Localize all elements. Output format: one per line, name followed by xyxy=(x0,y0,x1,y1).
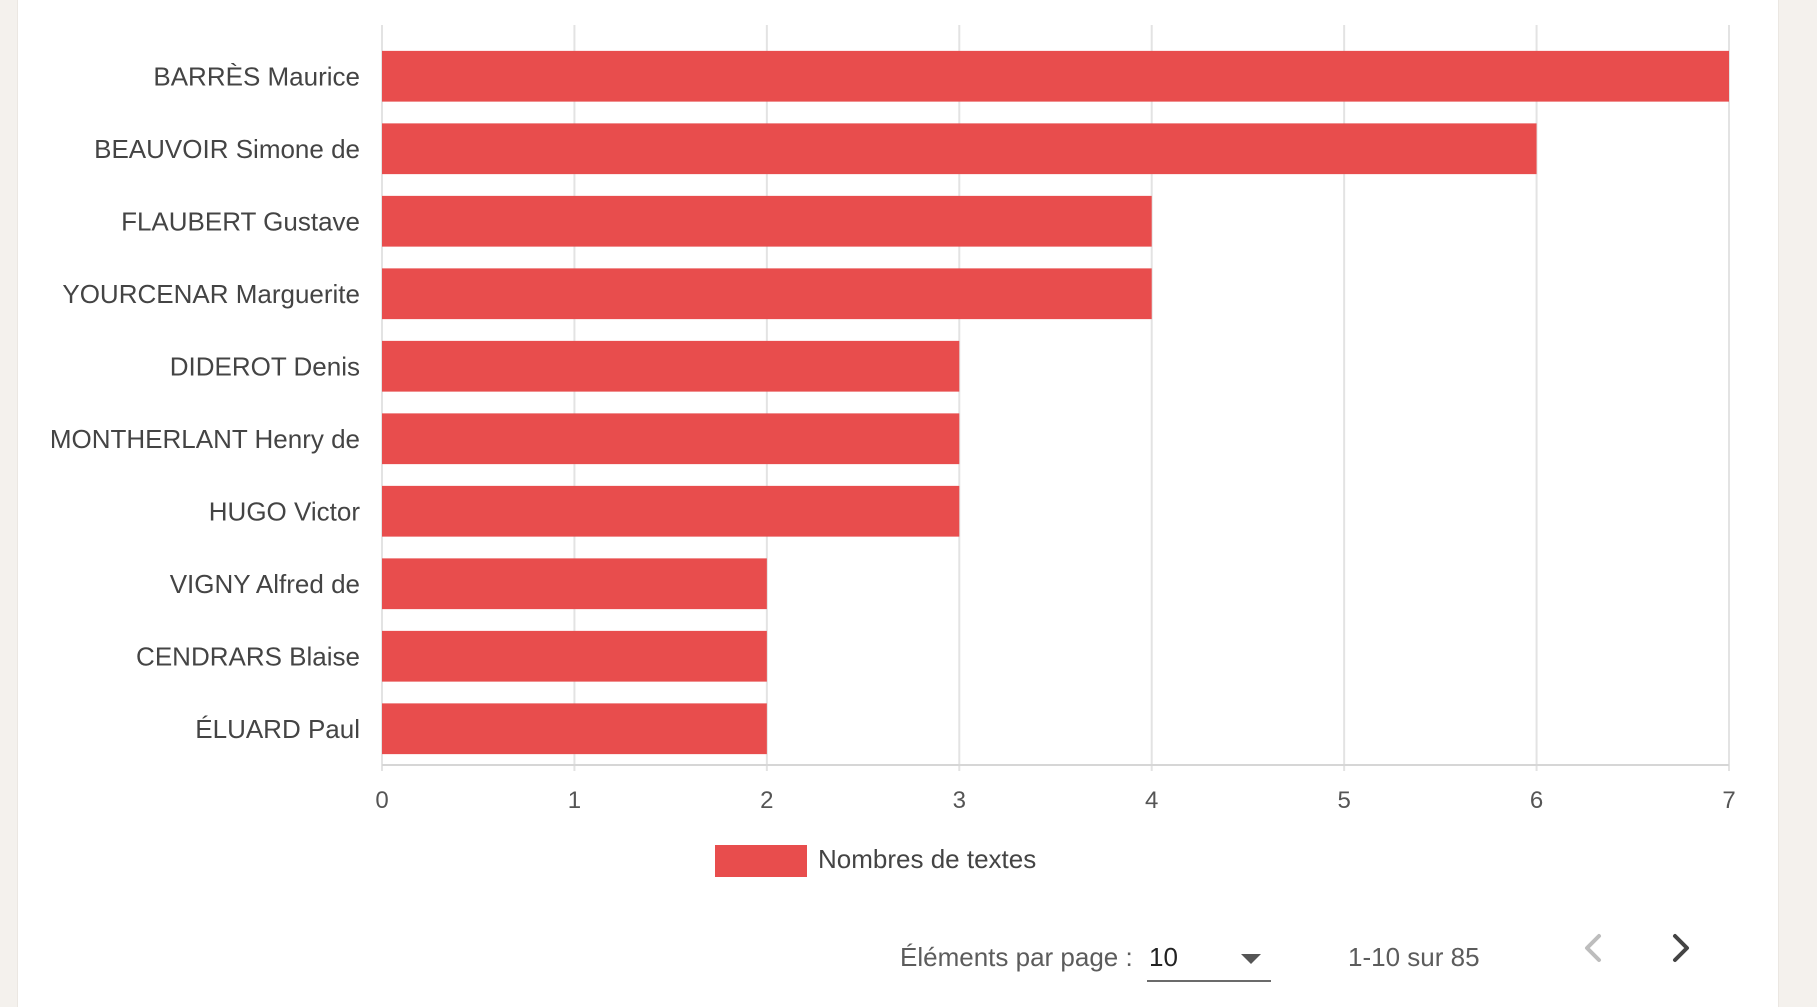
x-tick-label: 0 xyxy=(375,787,388,814)
bar xyxy=(382,195,1152,247)
x-tick-label: 7 xyxy=(1722,787,1735,814)
bars xyxy=(382,50,1729,755)
category-label: YOURCENAR Marguerite xyxy=(62,279,360,309)
category-label: BARRÈS Maurice xyxy=(153,61,360,91)
chevron-left-icon xyxy=(1585,934,1601,962)
category-label: HUGO Victor xyxy=(209,496,361,526)
previous-page-button[interactable] xyxy=(1566,920,1622,976)
category-label: DIDEROT Denis xyxy=(170,351,360,381)
legend: Nombres de textes xyxy=(715,844,1036,877)
bar xyxy=(382,558,767,610)
category-labels: BARRÈS Maurice BEAUVOIR Simone de FLAUBERT… xyxy=(50,61,360,744)
x-tick-label: 2 xyxy=(760,787,773,814)
category-label: BEAUVOIR Simone de xyxy=(94,134,360,164)
bar xyxy=(382,630,767,682)
chevron-right-icon xyxy=(1673,934,1689,962)
legend-swatch xyxy=(715,845,807,877)
x-axis-ticks: 0 1 2 3 4 5 6 7 xyxy=(375,787,1735,814)
paginator: Éléments par page : 10 1-10 sur 85 xyxy=(0,920,1817,990)
bar xyxy=(382,50,1729,102)
bar xyxy=(382,123,1537,175)
next-page-button[interactable] xyxy=(1652,920,1708,976)
x-tick-label: 3 xyxy=(953,787,966,814)
x-tick-label: 1 xyxy=(568,787,581,814)
category-label: MONTHERLANT Henry de xyxy=(50,424,360,454)
x-tick-label: 6 xyxy=(1530,787,1543,814)
items-per-page-select[interactable]: 10 xyxy=(1147,930,1271,982)
bar xyxy=(382,413,960,465)
category-label: CENDRARS Blaise xyxy=(136,641,360,671)
category-label: FLAUBERT Gustave xyxy=(121,206,360,236)
x-tick-label: 5 xyxy=(1337,787,1350,814)
category-label: ÉLUARD Paul xyxy=(195,714,360,744)
chevron-down-icon xyxy=(1241,954,1261,964)
x-tick-label: 4 xyxy=(1145,787,1158,814)
bar xyxy=(382,268,1152,320)
items-per-page-label: Éléments par page : xyxy=(900,942,1133,972)
items-per-page-value: 10 xyxy=(1149,942,1178,972)
bar xyxy=(382,703,767,755)
category-label: VIGNY Alfred de xyxy=(170,569,360,599)
bar xyxy=(382,485,960,537)
page-range-label: 1-10 sur 85 xyxy=(1348,942,1480,972)
legend-label: Nombres de textes xyxy=(818,844,1036,874)
bar xyxy=(382,340,960,392)
